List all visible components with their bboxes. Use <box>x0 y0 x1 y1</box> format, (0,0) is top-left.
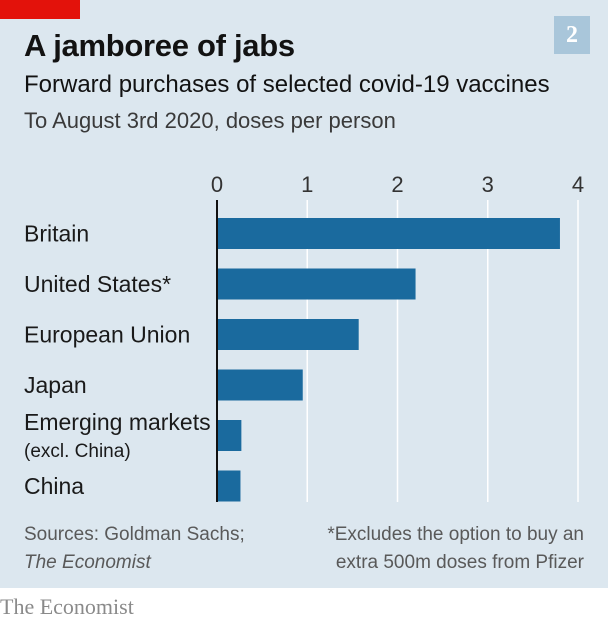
bar <box>217 319 359 350</box>
source-line-2: The Economist <box>24 552 151 573</box>
bar <box>217 268 416 300</box>
category-label: European Union <box>24 322 190 348</box>
chart-number-badge: 2 <box>554 16 590 54</box>
footnote-line-1: *Excludes the option to buy an <box>327 524 584 545</box>
bar <box>217 420 242 451</box>
footnote-line-2: extra 500m doses from Pfizer <box>335 552 584 573</box>
footnote: *Excludes the option to buy an extra 500… <box>327 521 584 577</box>
chart-subtitle: Forward purchases of selected covid-19 v… <box>24 71 550 98</box>
category-label: Emerging markets <box>24 409 211 435</box>
source-line-1: Sources: Goldman Sachs; <box>24 524 245 545</box>
chart-title: A jamboree of jabs <box>24 28 295 63</box>
x-tick-label: 2 <box>391 172 403 197</box>
bar-chart: 0 1 2 3 4 Britain United States* European Union… <box>24 172 584 502</box>
red-brand-tag <box>0 0 80 19</box>
bar <box>217 369 303 401</box>
category-label: Britain <box>24 221 89 247</box>
chart-panel: A jamboree of jabs 2 Forward purchases o… <box>0 0 608 588</box>
category-label: China <box>24 473 84 499</box>
category-sublabel: (excl. China) <box>24 441 131 462</box>
chart-note: To August 3rd 2020, doses per person <box>24 108 396 133</box>
x-tick-label: 0 <box>211 172 223 197</box>
x-tick-label: 1 <box>301 172 313 197</box>
x-tick-label: 4 <box>572 172 584 197</box>
source-note: Sources: Goldman Sachs; The Economist <box>24 521 245 577</box>
bar <box>217 218 560 249</box>
x-tick-label: 3 <box>482 172 494 197</box>
category-label: Japan <box>24 372 87 398</box>
category-label: United States* <box>24 271 171 297</box>
bar <box>217 470 241 502</box>
brand-logo-text: The Economist <box>0 594 134 619</box>
